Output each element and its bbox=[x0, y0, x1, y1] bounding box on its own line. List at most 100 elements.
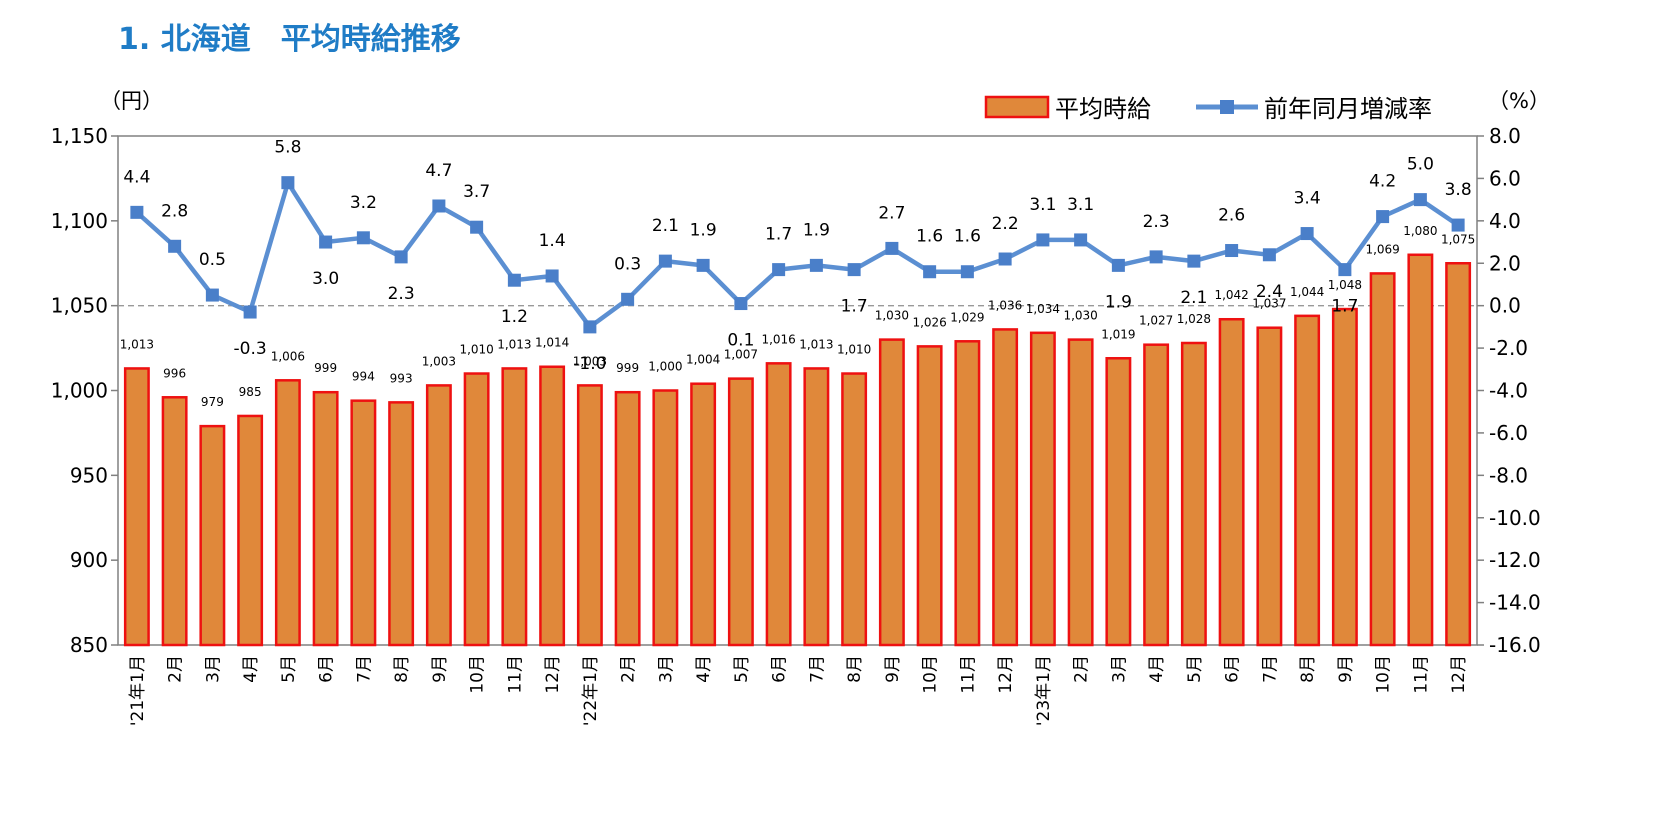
legend-bar-label: 平均時給 bbox=[1055, 95, 1151, 123]
line-marker bbox=[1187, 254, 1201, 268]
left-tick-label: 1,000 bbox=[51, 379, 108, 403]
right-tick-label: 4.0 bbox=[1489, 209, 1521, 233]
line-data-label: -0.3 bbox=[234, 339, 267, 359]
bar bbox=[803, 367, 830, 647]
bar-data-label: 1,030 bbox=[875, 309, 909, 323]
bar bbox=[727, 377, 754, 647]
line-data-label: 0.3 bbox=[614, 254, 641, 274]
bar-data-label: 1,003 bbox=[422, 354, 456, 368]
bar-data-label: 1,004 bbox=[686, 353, 720, 367]
line-data-label: 5.0 bbox=[1407, 155, 1434, 175]
line-marker bbox=[168, 239, 182, 253]
bar-data-label: 1,042 bbox=[1214, 288, 1248, 302]
line-marker bbox=[281, 176, 295, 190]
line-data-label: 1.9 bbox=[803, 220, 830, 240]
x-axis-label: 6月 bbox=[1223, 655, 1243, 683]
line-data-labels: 4.4 2.8 0.5 -0.3 5.8 3.0 3.2 2.3 4.7 3.7 1.2 1.4 -1.… bbox=[123, 138, 1471, 374]
x-axis-label: 8月 bbox=[845, 655, 865, 683]
left-tick-label: 1,050 bbox=[51, 294, 108, 318]
x-axis-label: 5月 bbox=[1185, 655, 1205, 683]
line-data-label: 0.1 bbox=[727, 331, 754, 351]
bar-data-label: 996 bbox=[163, 366, 186, 380]
bar-series bbox=[123, 253, 1472, 647]
line-data-label: -1.0 bbox=[573, 354, 606, 374]
bar bbox=[237, 414, 264, 647]
bar-data-label: 1,037 bbox=[1252, 297, 1286, 311]
right-tick-label: 8.0 bbox=[1489, 124, 1521, 148]
x-axis-label: 3月 bbox=[203, 655, 223, 683]
x-axis-label: 8月 bbox=[392, 655, 412, 683]
line-marker bbox=[1262, 248, 1276, 262]
line-data-label: 1.7 bbox=[1331, 297, 1358, 317]
line-data-label: 3.0 bbox=[312, 269, 339, 289]
line-marker bbox=[545, 269, 559, 283]
legend-line-marker bbox=[1220, 100, 1234, 114]
line-marker bbox=[356, 231, 370, 245]
bar bbox=[274, 379, 301, 647]
bar-data-label: 993 bbox=[390, 371, 413, 385]
right-tick-label: -8.0 bbox=[1489, 463, 1528, 487]
bar bbox=[123, 367, 150, 647]
line-data-label: 4.7 bbox=[425, 161, 452, 181]
line-data-label: 0.5 bbox=[199, 250, 226, 270]
bar-data-label: 1,030 bbox=[1063, 309, 1097, 323]
line-marker bbox=[243, 305, 257, 319]
x-axis-label: 11月 bbox=[1411, 655, 1431, 694]
bar bbox=[350, 399, 377, 647]
tick-labels: 850 900 950 1,000 1,050 1,100 1,150 8.0 6.0 4.0 2.… bbox=[51, 124, 1541, 657]
line-marker bbox=[319, 235, 333, 249]
line-marker bbox=[130, 205, 144, 219]
bar bbox=[878, 338, 905, 647]
bar bbox=[841, 372, 868, 647]
x-axis-label: 12月 bbox=[996, 655, 1016, 694]
bar bbox=[463, 372, 490, 647]
line-data-label: 2.3 bbox=[1143, 212, 1170, 232]
x-axis-label: 10月 bbox=[921, 655, 941, 694]
line-data-label: 3.1 bbox=[1067, 195, 1094, 215]
x-axis-label: 3月 bbox=[656, 655, 676, 683]
line-marker bbox=[960, 265, 974, 279]
x-axis-label: 10月 bbox=[1374, 655, 1394, 694]
line-marker bbox=[809, 258, 823, 272]
bar-data-label: 1,014 bbox=[535, 336, 569, 350]
x-axis-label: 7月 bbox=[807, 655, 827, 683]
page-title: 1. 北海道 平均時給推移 bbox=[118, 22, 461, 57]
bar-data-label: 1,010 bbox=[459, 343, 493, 357]
line-marker bbox=[658, 254, 672, 268]
line-marker bbox=[998, 252, 1012, 266]
line-data-label: 2.6 bbox=[1218, 206, 1245, 226]
line-marker bbox=[772, 263, 786, 277]
x-axis-label: 5月 bbox=[732, 655, 752, 683]
line-marker bbox=[1451, 218, 1465, 232]
bar-data-label: 1,028 bbox=[1177, 312, 1211, 326]
line-data-label: 1.6 bbox=[916, 227, 943, 247]
line-marker bbox=[1036, 233, 1050, 247]
x-axis-label: 7月 bbox=[354, 655, 374, 683]
line-data-label: 3.4 bbox=[1294, 189, 1321, 209]
line-marker bbox=[1111, 258, 1125, 272]
x-axis-label: 9月 bbox=[883, 655, 903, 683]
bar-data-label: 1,044 bbox=[1290, 285, 1324, 299]
x-axis-label: 4月 bbox=[1147, 655, 1167, 683]
bar bbox=[539, 365, 566, 647]
line-marker bbox=[205, 288, 219, 302]
left-tick-label: 900 bbox=[70, 548, 108, 572]
bar-data-label: 999 bbox=[616, 361, 639, 375]
bar bbox=[1369, 272, 1396, 647]
x-axis-label: 5月 bbox=[279, 655, 299, 683]
bar bbox=[312, 390, 339, 647]
bar bbox=[1067, 338, 1094, 647]
bar bbox=[1407, 253, 1434, 647]
left-tick-label: 850 bbox=[70, 633, 108, 657]
line-data-label: 3.8 bbox=[1445, 180, 1472, 200]
line-marker bbox=[1300, 227, 1314, 241]
bar bbox=[425, 384, 452, 647]
bar-data-label: 1,080 bbox=[1403, 224, 1437, 238]
left-axis-unit: （円） bbox=[100, 89, 163, 113]
bar-data-label: 1,007 bbox=[724, 348, 758, 362]
line-marker bbox=[847, 263, 861, 277]
line-marker bbox=[885, 241, 899, 255]
x-axis-label: 10月 bbox=[468, 655, 488, 694]
line-data-label: 4.2 bbox=[1369, 172, 1396, 192]
bar bbox=[1180, 341, 1207, 647]
